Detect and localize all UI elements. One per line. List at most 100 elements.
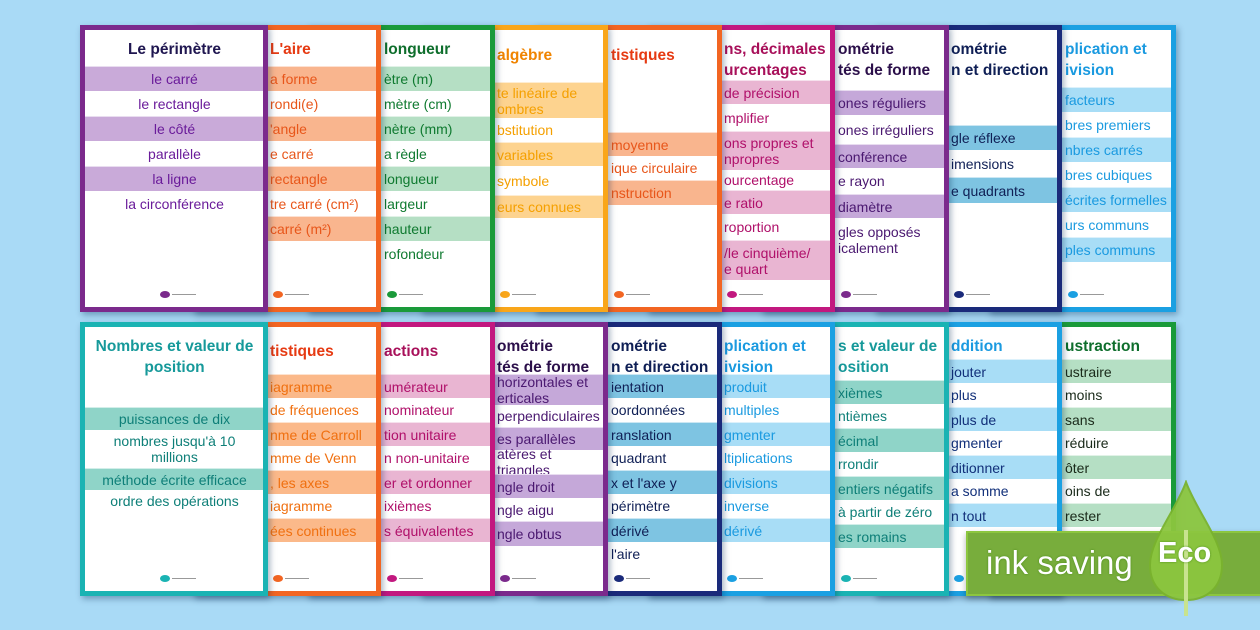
vocabulary-item: ntièmes [838, 408, 888, 424]
vocabulary-item: iagramme [270, 498, 333, 514]
vocabulary-item: rofondeur [384, 245, 444, 262]
logo-line [285, 578, 309, 579]
card-title: ddition [951, 338, 1003, 355]
vocabulary-item: ltiplications [724, 450, 793, 466]
vocabulary-item: oins de [1065, 483, 1111, 499]
logo-icon [160, 291, 170, 298]
card-title: L'aire [270, 41, 311, 58]
card-title: ométrie tés de forme [497, 338, 590, 376]
vocabulary-item: roportion [724, 219, 780, 235]
publisher-logo [1068, 291, 1108, 299]
vocabulary-item: périmètre [611, 498, 671, 514]
vocabulary-item: nombres jusqu'à 10 millions [113, 433, 236, 465]
publisher-logo [500, 575, 540, 583]
vocabulary-item: a somme [951, 483, 1009, 499]
vocabulary-item: inverse [724, 498, 770, 514]
word-mat-card: Le périmètre le carré le rectangle le côté p… [80, 25, 268, 312]
vocabulary-item: à partir de zéro [838, 504, 933, 520]
vocabulary-item: puissances de dix [85, 407, 263, 430]
vocabulary-item: moins [1065, 387, 1103, 403]
vocabulary-item: ngle aigu [497, 501, 554, 518]
card-title: Le périmètre [127, 41, 222, 58]
vocabulary-item: le rectangle [138, 95, 211, 112]
card-title: Nombres et valeur de position [95, 338, 254, 376]
vocabulary-item: plus [951, 387, 977, 403]
logo-line [172, 294, 196, 295]
logo-line [1080, 294, 1104, 295]
ink-saving-label: ink saving [986, 544, 1133, 581]
vocabulary-item: bres cubiques [1065, 166, 1153, 183]
vocabulary-item: largeur [384, 195, 428, 212]
vocabulary-item: de fréquences [270, 402, 359, 418]
vocabulary-item: bstitution [497, 122, 554, 138]
logo-line [739, 294, 763, 295]
logo-icon [614, 291, 624, 298]
logo-line [626, 578, 650, 579]
logo-icon [727, 291, 737, 298]
vocabulary-item: ordre des opérations [110, 493, 239, 509]
publisher-logo [160, 291, 200, 299]
publisher-logo [614, 291, 654, 299]
card-title: s et valeur de osition [838, 338, 938, 376]
logo-icon [273, 291, 283, 298]
vocabulary-item: multiples [724, 402, 780, 418]
logo-icon [1068, 291, 1078, 298]
vocabulary-item: imensions [951, 155, 1015, 172]
logo-line [739, 578, 763, 579]
vocabulary-item: mplifier [724, 109, 770, 126]
vocabulary-item: gmenter [951, 435, 1003, 451]
logo-line [172, 578, 196, 579]
card-title: ométrie n et direction [951, 41, 1049, 79]
vocabulary-item: tre carré (cm²) [270, 195, 359, 212]
vocabulary-item: quadrant [611, 450, 667, 466]
logo-icon [727, 575, 737, 582]
logo-line [966, 294, 990, 295]
vocabulary-item: la ligne [85, 166, 263, 191]
logo-icon [954, 575, 964, 582]
vocabulary-item: e carré [270, 145, 314, 162]
card-title: tistiques [270, 343, 334, 360]
vocabulary-item: rrondir [838, 456, 879, 472]
logo-icon [841, 575, 851, 582]
vocabulary-item: mme de Venn [270, 450, 357, 466]
logo-line [853, 294, 877, 295]
vocabulary-item: la circonférence [125, 195, 224, 212]
vocabulary-item: ique circulaire [611, 160, 698, 176]
logo-line [285, 294, 309, 295]
vocabulary-item: gles opposés icalement [838, 224, 921, 256]
card-title: tistiques [611, 47, 675, 64]
publisher-logo [954, 291, 994, 299]
logo-icon [841, 291, 851, 298]
logo-icon [387, 575, 397, 582]
logo-icon [954, 291, 964, 298]
vocabulary-item: symbole [497, 172, 550, 189]
logo-line [399, 578, 423, 579]
vocabulary-item: mètre (cm) [384, 95, 452, 112]
card-title: ométrie tés de forme [838, 41, 931, 79]
publisher-logo [841, 575, 881, 583]
logo-icon [500, 575, 510, 582]
publisher-logo [727, 575, 767, 583]
vocabulary-item: perpendiculaires [497, 408, 600, 424]
publisher-logo [727, 291, 767, 299]
vocabulary-item: nominateur [384, 402, 455, 418]
publisher-logo [841, 291, 881, 299]
vocabulary-item: méthode écrite efficace [85, 468, 263, 490]
vocabulary-item: ixièmes [384, 498, 432, 514]
publisher-logo [500, 291, 540, 299]
vocabulary-item: urs communs [1065, 216, 1150, 233]
eco-label: Eco [1158, 537, 1212, 569]
card-title: longueur [384, 41, 451, 58]
card-title: plication et ivision [724, 338, 806, 376]
logo-line [853, 578, 877, 579]
vocabulary-item: ourcentage [724, 172, 795, 188]
card-title: ns, décimales urcentages [724, 41, 826, 79]
vocabulary-item: le carré [85, 66, 263, 91]
vocabulary-item: réduire [1065, 435, 1109, 451]
logo-icon [500, 291, 510, 298]
vocabulary-item: e rayon [838, 173, 885, 189]
vocabulary-item: n non-unitaire [384, 450, 470, 466]
logo-line [626, 294, 650, 295]
logo-icon [160, 575, 170, 582]
logo-line [512, 294, 536, 295]
